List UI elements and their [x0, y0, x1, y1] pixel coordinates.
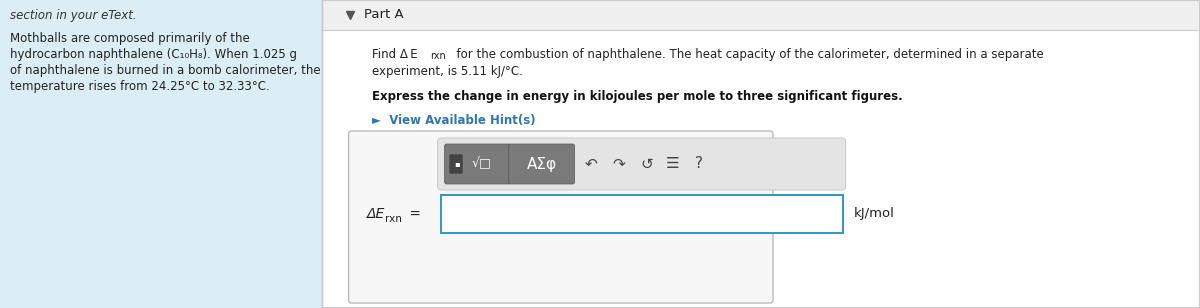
Text: section in your eText.: section in your eText. — [10, 9, 137, 22]
FancyBboxPatch shape — [438, 138, 846, 190]
Text: for the combustion of naphthalene. The heat capacity of the calorimeter, determi: for the combustion of naphthalene. The h… — [449, 48, 1043, 61]
FancyBboxPatch shape — [445, 144, 511, 184]
FancyBboxPatch shape — [509, 144, 575, 184]
Text: ΔE: ΔE — [367, 207, 385, 221]
FancyBboxPatch shape — [0, 0, 322, 308]
Text: √□: √□ — [472, 157, 492, 171]
Text: rxn: rxn — [385, 214, 402, 224]
FancyBboxPatch shape — [442, 196, 841, 232]
Text: Find Δ E: Find Δ E — [372, 48, 418, 61]
Text: hydrocarbon naphthalene (C₁₀H₈). When 1.025 g: hydrocarbon naphthalene (C₁₀H₈). When 1.… — [10, 48, 298, 61]
Text: experiment, is 5.11 kJ/°C.: experiment, is 5.11 kJ/°C. — [372, 65, 522, 78]
Text: ▪: ▪ — [454, 160, 460, 168]
Text: ↺: ↺ — [641, 156, 653, 172]
Text: ↷: ↷ — [612, 156, 625, 172]
Text: ►  View Available Hint(s): ► View Available Hint(s) — [372, 114, 535, 127]
Text: kJ/mol: kJ/mol — [853, 208, 894, 221]
Text: Mothballs are composed primarily of the: Mothballs are composed primarily of the — [10, 32, 250, 45]
Text: rxn: rxn — [431, 51, 446, 61]
Text: ↶: ↶ — [584, 156, 596, 172]
FancyBboxPatch shape — [439, 194, 844, 234]
FancyBboxPatch shape — [322, 0, 1200, 30]
Text: ΑΣφ: ΑΣφ — [527, 156, 557, 172]
Text: ☰: ☰ — [666, 156, 679, 172]
Text: =: = — [404, 207, 421, 221]
FancyBboxPatch shape — [349, 131, 773, 303]
Text: temperature rises from 24.25°C to 32.33°C.: temperature rises from 24.25°C to 32.33°… — [10, 80, 270, 93]
Text: of naphthalene is burned in a bomb calorimeter, the: of naphthalene is burned in a bomb calor… — [10, 64, 320, 77]
Text: Part A: Part A — [364, 9, 403, 22]
Text: Express the change in energy in kilojoules per mole to three significant figures: Express the change in energy in kilojoul… — [372, 90, 902, 103]
FancyBboxPatch shape — [449, 154, 463, 174]
Text: ?: ? — [695, 156, 703, 172]
